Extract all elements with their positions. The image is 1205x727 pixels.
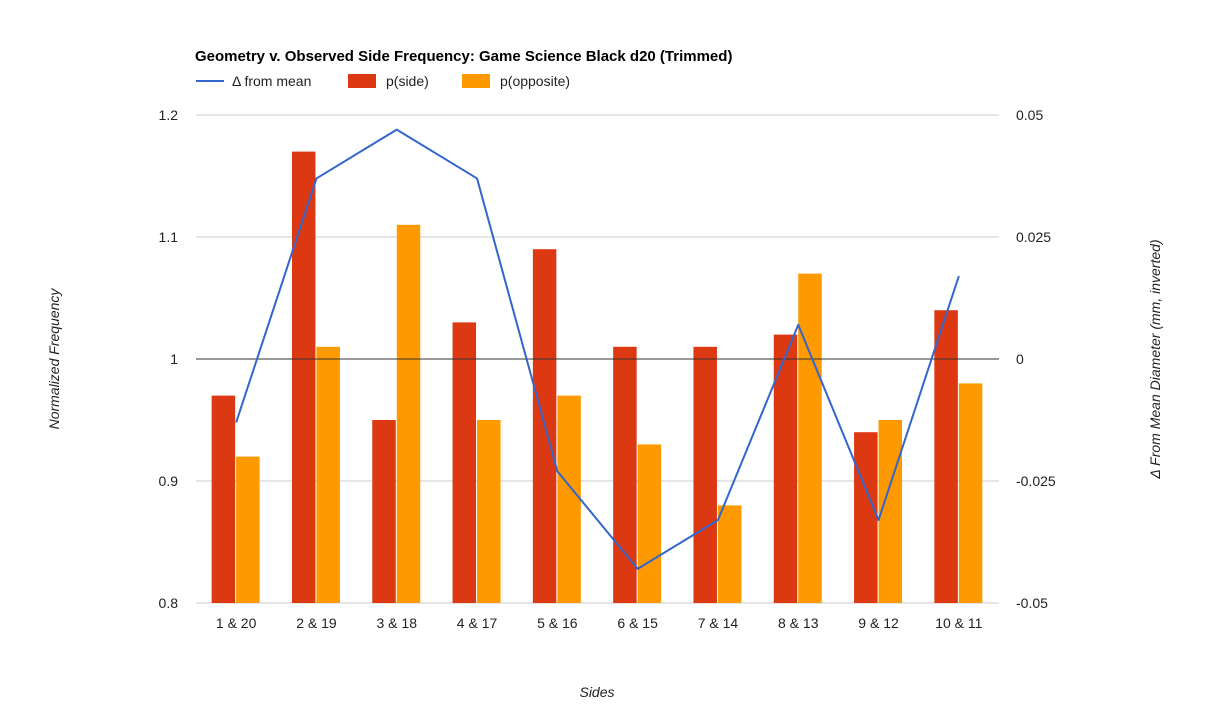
x-tick-label: 5 & 16 xyxy=(537,615,578,631)
x-axis-ticks: 1 & 20 2 & 19 3 & 18 4 & 17 5 & 16 6 & 15 7 & … xyxy=(216,615,983,631)
y2-tick-label: -0.05 xyxy=(1016,595,1048,611)
y-tick-label: 1.1 xyxy=(159,229,179,245)
y2-tick-label: 0.025 xyxy=(1016,229,1051,245)
legend-swatch xyxy=(348,74,376,88)
legend-label: p(opposite) xyxy=(500,73,570,89)
bar-p-side xyxy=(613,346,637,603)
x-tick-label: 2 & 19 xyxy=(296,615,337,631)
bar-p-side xyxy=(693,346,717,603)
x-axis-title: Sides xyxy=(579,684,614,700)
bar-p-opposite xyxy=(236,456,260,603)
bar-p-opposite xyxy=(637,444,662,603)
y-tick-label: 1.2 xyxy=(159,107,179,123)
y-axis-title: Normalized Frequency xyxy=(46,288,62,430)
y-tick-label: 0.8 xyxy=(159,595,179,611)
x-tick-label: 8 & 13 xyxy=(778,615,819,631)
legend-swatch xyxy=(462,74,490,88)
bar-p-side xyxy=(854,432,878,603)
x-tick-label: 6 & 15 xyxy=(617,615,658,631)
x-tick-label: 10 & 11 xyxy=(935,615,982,631)
x-tick-label: 7 & 14 xyxy=(698,615,739,631)
bar-p-opposite xyxy=(557,395,581,603)
bar-p-opposite xyxy=(316,346,340,603)
x-tick-label: 9 & 12 xyxy=(858,615,899,631)
x-tick-label: 4 & 17 xyxy=(457,615,498,631)
x-tick-label: 1 & 20 xyxy=(216,615,257,631)
legend: Δ from mean p(side) p(opposite) xyxy=(196,73,570,89)
bar-p-opposite xyxy=(798,273,822,603)
bar-p-opposite xyxy=(477,420,501,603)
right-axis-ticks: 0.05 0.025 0 -0.025 -0.05 xyxy=(1016,107,1056,611)
bar-p-opposite xyxy=(396,224,421,604)
bar-p-side xyxy=(291,151,316,603)
bar-p-opposite xyxy=(958,383,983,603)
y2-tick-label: 0.05 xyxy=(1016,107,1043,123)
bar-p-side xyxy=(934,310,958,603)
bar-p-opposite xyxy=(717,505,742,603)
left-axis-ticks: 1.2 1.1 1 0.9 0.8 xyxy=(159,107,179,611)
bar-p-side xyxy=(773,334,798,603)
y2-axis-title: Δ From Mean Diameter (mm, inverted) xyxy=(1147,239,1163,479)
bar-p-side xyxy=(372,420,396,603)
bar-p-side xyxy=(452,322,477,603)
delta-line xyxy=(235,128,960,570)
y2-tick-label: 0 xyxy=(1016,351,1024,367)
chart-title: Geometry v. Observed Side Frequency: Gam… xyxy=(195,48,732,65)
y-tick-label: 1 xyxy=(170,351,178,367)
y2-tick-label: -0.025 xyxy=(1016,473,1056,489)
legend-label: p(side) xyxy=(386,73,429,89)
bar-p-side xyxy=(211,395,236,603)
legend-label: Δ from mean xyxy=(232,73,311,89)
delta-line-group xyxy=(235,128,960,570)
x-tick-label: 3 & 18 xyxy=(377,615,418,631)
y-tick-label: 0.9 xyxy=(159,473,179,489)
bars xyxy=(211,151,983,604)
